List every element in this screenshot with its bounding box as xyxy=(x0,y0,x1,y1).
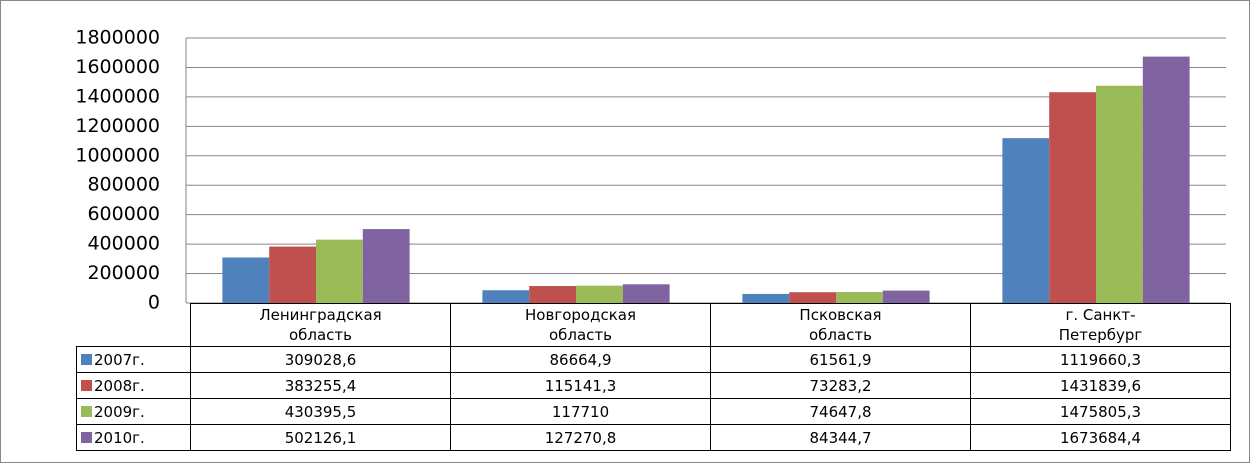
value-label: 1119660,3 xyxy=(1059,350,1142,369)
y-tick-label: 600000 xyxy=(87,203,160,225)
value-cell: 115141,3 xyxy=(450,372,711,399)
value-label: 61561,9 xyxy=(809,350,872,369)
value-label: 115141,3 xyxy=(544,376,617,395)
y-tick-label: 1200000 xyxy=(75,115,160,137)
legend-cell: 2009г. xyxy=(76,398,191,425)
value-cell: 73283,2 xyxy=(710,372,971,399)
legend-cell: 2008г. xyxy=(76,372,191,399)
value-cell: 117710 xyxy=(450,398,711,425)
value-label: 74647,8 xyxy=(809,402,872,421)
value-cell: 1475805,3 xyxy=(970,398,1231,425)
bar xyxy=(1142,56,1190,303)
legend-label: 2009г. xyxy=(94,402,145,421)
legend-key xyxy=(81,379,92,391)
value-label: 383255,4 xyxy=(284,376,357,395)
category-cell: Новгородская область xyxy=(450,303,711,347)
category-label: г. Санкт-Петербург xyxy=(1058,306,1143,344)
bar xyxy=(222,257,270,303)
category-label: Ленинградская область xyxy=(259,306,382,344)
table-row: 2009г. 430395,5 117710 74647,8 1475805,3 xyxy=(76,398,1231,425)
bar xyxy=(529,286,576,303)
legend-cell: 2007г. xyxy=(76,346,191,373)
y-tick-label: 1400000 xyxy=(75,85,160,107)
value-label: 430395,5 xyxy=(284,402,357,421)
category-label: Псковская область xyxy=(799,306,882,344)
bar xyxy=(742,293,790,303)
table-row: 2007г. 309028,6 86664,9 61561,9 1119660,3 xyxy=(76,346,1231,373)
table-corner xyxy=(76,303,191,347)
value-cell: 502126,1 xyxy=(190,424,451,451)
y-tick-label: 800000 xyxy=(87,174,160,196)
bar xyxy=(882,290,930,303)
y-tick-label: 1800000 xyxy=(75,27,160,49)
category-cell: Псковская область xyxy=(710,303,971,347)
data-table: Ленинградская область Новгородская област… xyxy=(76,303,1231,451)
value-cell: 61561,9 xyxy=(710,346,971,373)
value-cell: 1673684,4 xyxy=(970,424,1231,451)
table-row: 2010г. 502126,1 127270,8 84344,7 1673684,4 xyxy=(76,424,1231,451)
value-cell: 383255,4 xyxy=(190,372,451,399)
value-label: 73283,2 xyxy=(809,376,872,395)
value-label: 1431839,6 xyxy=(1059,376,1142,395)
table-row: 2008г. 383255,4 115141,3 73283,2 1431839,6 xyxy=(76,372,1231,399)
legend-cell: 2010г. xyxy=(76,424,191,451)
value-cell: 86664,9 xyxy=(450,346,711,373)
y-tick-label: 400000 xyxy=(87,233,160,255)
legend-key xyxy=(81,431,92,443)
bar xyxy=(362,229,410,303)
value-cell: 1119660,3 xyxy=(970,346,1231,373)
bar xyxy=(789,292,836,303)
value-cell: 430395,5 xyxy=(190,398,451,425)
y-tick-label: 200000 xyxy=(87,262,160,284)
legend-label: 2010г. xyxy=(94,428,145,447)
bar xyxy=(622,284,670,303)
value-label: 1673684,4 xyxy=(1059,428,1142,447)
table-header-row: Ленинградская область Новгородская област… xyxy=(76,303,1231,347)
value-label: 117710 xyxy=(551,402,610,421)
y-tick-label: 1000000 xyxy=(75,144,160,166)
bar xyxy=(576,285,623,303)
value-cell: 84344,7 xyxy=(710,424,971,451)
bar xyxy=(482,290,530,303)
category-cell: Ленинградская область xyxy=(190,303,451,347)
category-label: Новгородская область xyxy=(525,306,636,344)
bar xyxy=(269,246,316,303)
value-label: 86664,9 xyxy=(549,350,612,369)
value-label: 502126,1 xyxy=(284,428,357,447)
value-cell: 127270,8 xyxy=(450,424,711,451)
bar xyxy=(1096,85,1143,303)
bar xyxy=(1002,138,1050,303)
value-cell: 74647,8 xyxy=(710,398,971,425)
value-cell: 309028,6 xyxy=(190,346,451,373)
bar xyxy=(316,239,363,303)
legend-label: 2007г. xyxy=(94,350,145,369)
value-cell: 1431839,6 xyxy=(970,372,1231,399)
legend-key xyxy=(81,405,92,417)
legend-key xyxy=(81,353,92,365)
category-cell: г. Санкт-Петербург xyxy=(970,303,1231,347)
value-label: 84344,7 xyxy=(809,428,872,447)
bar xyxy=(1049,92,1096,304)
value-label: 1475805,3 xyxy=(1059,402,1142,421)
value-label: 309028,6 xyxy=(284,350,357,369)
value-label: 127270,8 xyxy=(544,428,617,447)
bar xyxy=(836,292,883,303)
y-tick-label: 1600000 xyxy=(75,56,160,78)
legend-label: 2008г. xyxy=(94,376,145,395)
